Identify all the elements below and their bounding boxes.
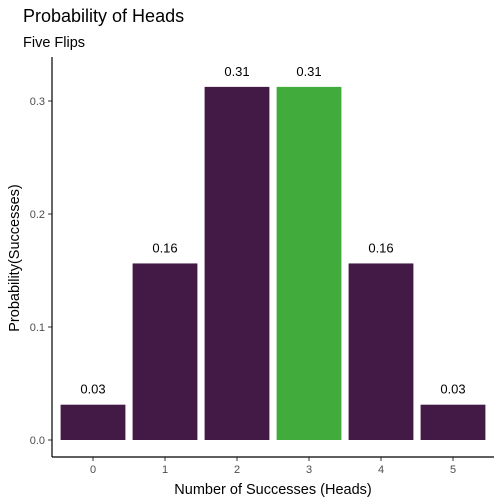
data-labels-group: 0.03 0.16 0.31 0.31 0.16 0.03 — [80, 64, 465, 397]
axes-group: 0 1 2 3 4 5 0.0 0.1 0.2 0.3 — [30, 57, 494, 476]
data-label-4: 0.16 — [368, 240, 393, 255]
y-tick-label-0.2: 0.2 — [30, 209, 45, 221]
data-label-0: 0.03 — [80, 382, 105, 397]
bar-4 — [348, 263, 414, 440]
y-tick-label-0.3: 0.3 — [30, 96, 45, 108]
y-tick-label-0.1: 0.1 — [30, 322, 45, 334]
x-tick-label-2: 2 — [234, 464, 240, 476]
bar-0 — [60, 404, 126, 440]
y-axis-label: Probability(Successes) — [7, 184, 23, 331]
bar-1 — [132, 263, 198, 440]
data-label-1: 0.16 — [152, 240, 177, 255]
x-tick-label-0: 0 — [90, 464, 96, 476]
chart-title: Probability of Heads — [23, 6, 184, 26]
x-tick-label-1: 1 — [162, 464, 168, 476]
x-tick-label-4: 4 — [378, 464, 384, 476]
data-label-2: 0.31 — [224, 64, 249, 79]
x-axis-label: Number of Successes (Heads) — [174, 482, 371, 498]
bar-5 — [420, 404, 486, 440]
bar-2 — [204, 86, 270, 440]
x-tick-label-3: 3 — [306, 464, 312, 476]
bar-3 — [276, 86, 342, 440]
data-label-3: 0.31 — [296, 64, 321, 79]
x-tick-label-5: 5 — [450, 464, 456, 476]
y-tick-label-0.0: 0.0 — [30, 435, 45, 447]
chart-subtitle: Five Flips — [23, 35, 85, 51]
bars-group — [60, 86, 486, 440]
data-label-5: 0.03 — [440, 382, 465, 397]
